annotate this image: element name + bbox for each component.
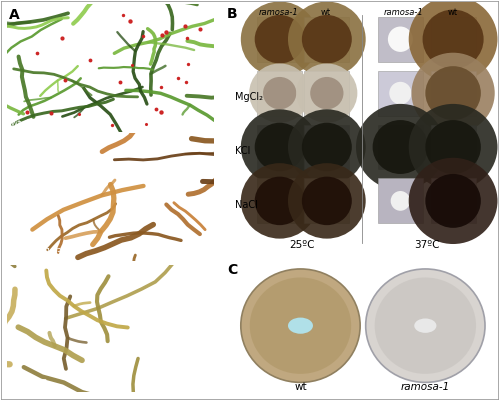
Text: ramosa-1: ramosa-1 — [384, 8, 423, 17]
Text: ramosa-1: ramosa-1 — [258, 8, 298, 17]
Ellipse shape — [254, 15, 304, 63]
Ellipse shape — [288, 2, 366, 77]
Ellipse shape — [372, 120, 428, 174]
Text: NaCl: NaCl — [236, 200, 258, 210]
FancyBboxPatch shape — [430, 17, 476, 62]
Text: ramosa-1: ramosa-1 — [400, 382, 450, 392]
Text: KCl: KCl — [236, 146, 250, 156]
Ellipse shape — [412, 53, 494, 134]
Ellipse shape — [241, 163, 318, 239]
Ellipse shape — [302, 177, 352, 225]
FancyBboxPatch shape — [257, 178, 302, 223]
Text: wt: wt — [294, 382, 307, 392]
Ellipse shape — [414, 318, 436, 333]
Ellipse shape — [422, 10, 484, 69]
FancyBboxPatch shape — [430, 178, 476, 223]
Ellipse shape — [374, 277, 476, 374]
Text: wt: wt — [448, 8, 458, 17]
Text: B: B — [227, 7, 237, 20]
FancyBboxPatch shape — [257, 17, 302, 62]
FancyBboxPatch shape — [378, 17, 423, 62]
Text: C: C — [227, 263, 237, 277]
FancyBboxPatch shape — [430, 125, 476, 170]
FancyBboxPatch shape — [257, 125, 302, 170]
FancyBboxPatch shape — [304, 71, 350, 115]
Ellipse shape — [302, 123, 352, 171]
Ellipse shape — [356, 104, 445, 190]
FancyBboxPatch shape — [430, 71, 476, 115]
Text: ramosa-1, 37°C: ramosa-1, 37°C — [10, 248, 76, 257]
Text: A: A — [9, 8, 20, 22]
Ellipse shape — [288, 318, 313, 334]
Ellipse shape — [249, 63, 310, 123]
Ellipse shape — [408, 0, 498, 82]
Text: 37ºC: 37ºC — [414, 240, 440, 250]
FancyBboxPatch shape — [304, 178, 350, 223]
FancyBboxPatch shape — [257, 71, 302, 115]
Ellipse shape — [390, 82, 411, 104]
Ellipse shape — [254, 177, 304, 225]
Ellipse shape — [241, 2, 318, 77]
Text: wt, 37°C: wt, 37°C — [10, 119, 47, 128]
Ellipse shape — [388, 26, 413, 52]
Ellipse shape — [426, 66, 481, 120]
Text: 25ºC: 25ºC — [289, 240, 314, 250]
Text: MgCl₂: MgCl₂ — [236, 92, 264, 102]
Ellipse shape — [250, 277, 351, 374]
FancyBboxPatch shape — [378, 71, 423, 115]
Ellipse shape — [241, 109, 318, 185]
Ellipse shape — [310, 77, 344, 109]
Ellipse shape — [241, 269, 360, 383]
Text: wt: wt — [320, 8, 330, 17]
Ellipse shape — [296, 63, 358, 123]
FancyBboxPatch shape — [378, 125, 423, 170]
Ellipse shape — [288, 109, 366, 185]
FancyBboxPatch shape — [378, 178, 423, 223]
Ellipse shape — [366, 269, 485, 383]
Ellipse shape — [408, 104, 498, 190]
FancyBboxPatch shape — [304, 17, 350, 62]
Ellipse shape — [254, 123, 304, 171]
Ellipse shape — [302, 15, 352, 63]
Ellipse shape — [263, 77, 296, 109]
FancyBboxPatch shape — [304, 125, 350, 170]
Ellipse shape — [426, 120, 481, 174]
Ellipse shape — [288, 163, 366, 239]
Text: wt, 50°C: wt, 50°C — [10, 379, 46, 388]
Ellipse shape — [390, 191, 410, 211]
Ellipse shape — [426, 174, 481, 228]
Ellipse shape — [408, 158, 498, 244]
